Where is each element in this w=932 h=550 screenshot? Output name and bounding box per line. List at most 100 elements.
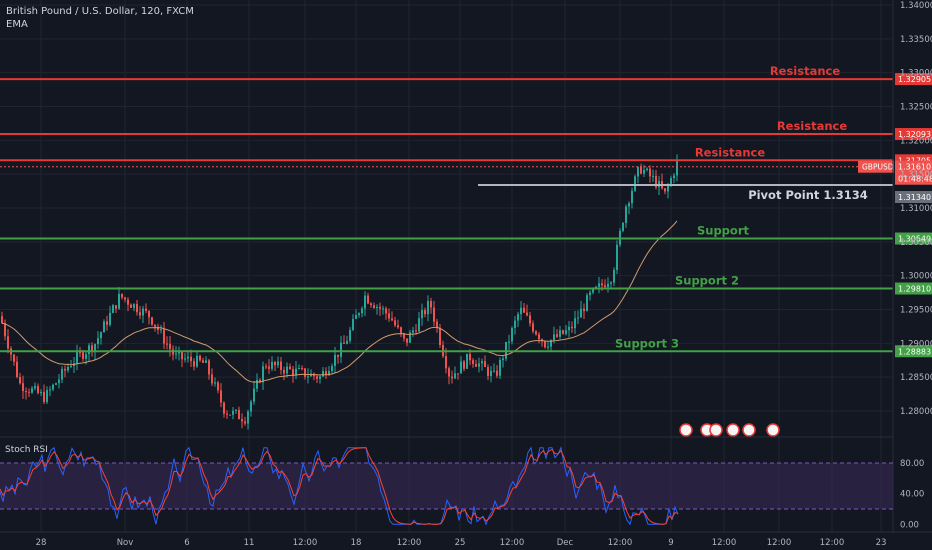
candle-body[interactable] [202,360,204,363]
candle-body[interactable] [436,321,438,328]
candle-body[interactable] [574,318,576,329]
candle-body[interactable] [520,307,522,315]
candle-body[interactable] [427,301,429,315]
candle-body[interactable] [247,411,249,424]
candle-body[interactable] [136,303,138,313]
candle-body[interactable] [595,286,597,289]
candle-body[interactable] [532,323,534,332]
candle-body[interactable] [238,409,240,420]
candle-body[interactable] [550,339,552,347]
candle-body[interactable] [25,391,27,393]
event-marker[interactable] [766,423,780,437]
candle-body[interactable] [229,414,231,416]
candle-body[interactable] [421,310,423,319]
candle-body[interactable] [205,360,207,363]
candle-body[interactable] [529,315,531,324]
candle-body[interactable] [328,371,330,376]
candle-body[interactable] [352,318,354,330]
candle-body[interactable] [28,391,30,393]
candle-body[interactable] [319,376,321,379]
candle-body[interactable] [451,376,453,379]
candle-body[interactable] [664,188,666,192]
candle-body[interactable] [448,368,450,377]
candle-body[interactable] [439,327,441,345]
candle-body[interactable] [433,307,435,322]
candle-body[interactable] [349,329,351,341]
candle-body[interactable] [157,326,159,330]
candle-body[interactable] [208,360,210,375]
candle-body[interactable] [49,389,51,391]
candle-body[interactable] [250,401,252,412]
candle-body[interactable] [31,388,33,393]
event-marker[interactable] [709,423,723,437]
candle-body[interactable] [583,308,585,312]
candle-body[interactable] [655,175,657,188]
candle-body[interactable] [490,370,492,376]
candle-body[interactable] [412,330,414,333]
candle-body[interactable] [409,332,411,343]
candle-body[interactable] [406,338,408,343]
candle-body[interactable] [457,373,459,375]
candle-body[interactable] [580,308,582,318]
candle-body[interactable] [160,329,162,331]
candle-body[interactable] [223,402,225,414]
candle-body[interactable] [394,320,396,326]
candle-body[interactable] [571,326,573,329]
candle-body[interactable] [91,345,93,352]
candle-body[interactable] [373,305,375,308]
candle-body[interactable] [235,409,237,411]
candle-body[interactable] [370,303,372,306]
candle-body[interactable] [43,391,45,403]
candle-body[interactable] [343,342,345,344]
candle-body[interactable] [289,366,291,370]
candle-body[interactable] [181,351,183,360]
candle-body[interactable] [268,366,270,369]
candle-body[interactable] [310,373,312,377]
candle-body[interactable] [88,345,90,355]
candle-body[interactable] [97,338,99,345]
candle-body[interactable] [265,366,267,368]
candle-body[interactable] [262,366,264,383]
candle-body[interactable] [142,308,144,316]
price-axis[interactable]: 1.34000 1.33500 1.33000 1.32500 1.32000 1.315… [900,1,932,417]
candle-body[interactable] [244,421,246,424]
candle-body[interactable] [37,386,39,394]
candle-body[interactable] [103,321,105,333]
candle-body[interactable] [322,371,324,377]
candle-body[interactable] [670,178,672,186]
candle-body[interactable] [121,293,123,298]
time-axis[interactable]: 28 Nov 6 11 12:00 18 12:00 25 12:00 Dec 12:00 9 12:0… [36,538,887,548]
candle-body[interactable] [145,308,147,311]
candle-body[interactable] [367,295,369,304]
candle-body[interactable] [127,299,129,305]
candle-body[interactable] [190,356,192,362]
candle-body[interactable] [58,379,60,384]
candle-body[interactable] [193,361,195,367]
candle-body[interactable] [544,341,546,348]
candle-body[interactable] [76,352,78,364]
candle-body[interactable] [511,327,513,342]
candle-body[interactable] [553,334,555,340]
candle-body[interactable] [283,369,285,374]
candle-body[interactable] [565,330,567,334]
candle-body[interactable] [589,292,591,296]
candle-body[interactable] [400,327,402,334]
candle-body[interactable] [115,305,117,309]
candle-body[interactable] [385,308,387,314]
candle-body[interactable] [166,343,168,345]
candle-body[interactable] [325,371,327,376]
candle-body[interactable] [499,360,501,376]
candle-body[interactable] [187,356,189,359]
candle-body[interactable] [220,390,222,403]
candle-body[interactable] [424,310,426,315]
candle-body[interactable] [214,382,216,384]
candle-body[interactable] [454,373,456,379]
candle-body[interactable] [358,313,360,316]
candle-body[interactable] [82,352,84,359]
candle-body[interactable] [106,321,108,325]
candle-body[interactable] [109,312,111,325]
candle-body[interactable] [673,175,675,179]
candle-body[interactable] [22,383,24,392]
candle-body[interactable] [199,355,201,361]
